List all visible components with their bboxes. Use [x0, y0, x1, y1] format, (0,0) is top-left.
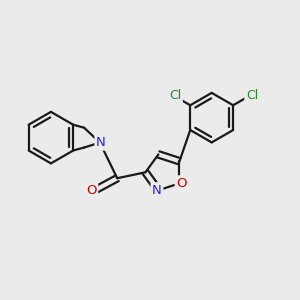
Text: N: N	[152, 184, 162, 197]
Text: N: N	[96, 136, 106, 149]
Text: Cl: Cl	[169, 89, 182, 102]
Text: Cl: Cl	[246, 89, 258, 102]
Text: O: O	[86, 184, 97, 197]
Text: O: O	[176, 177, 187, 190]
